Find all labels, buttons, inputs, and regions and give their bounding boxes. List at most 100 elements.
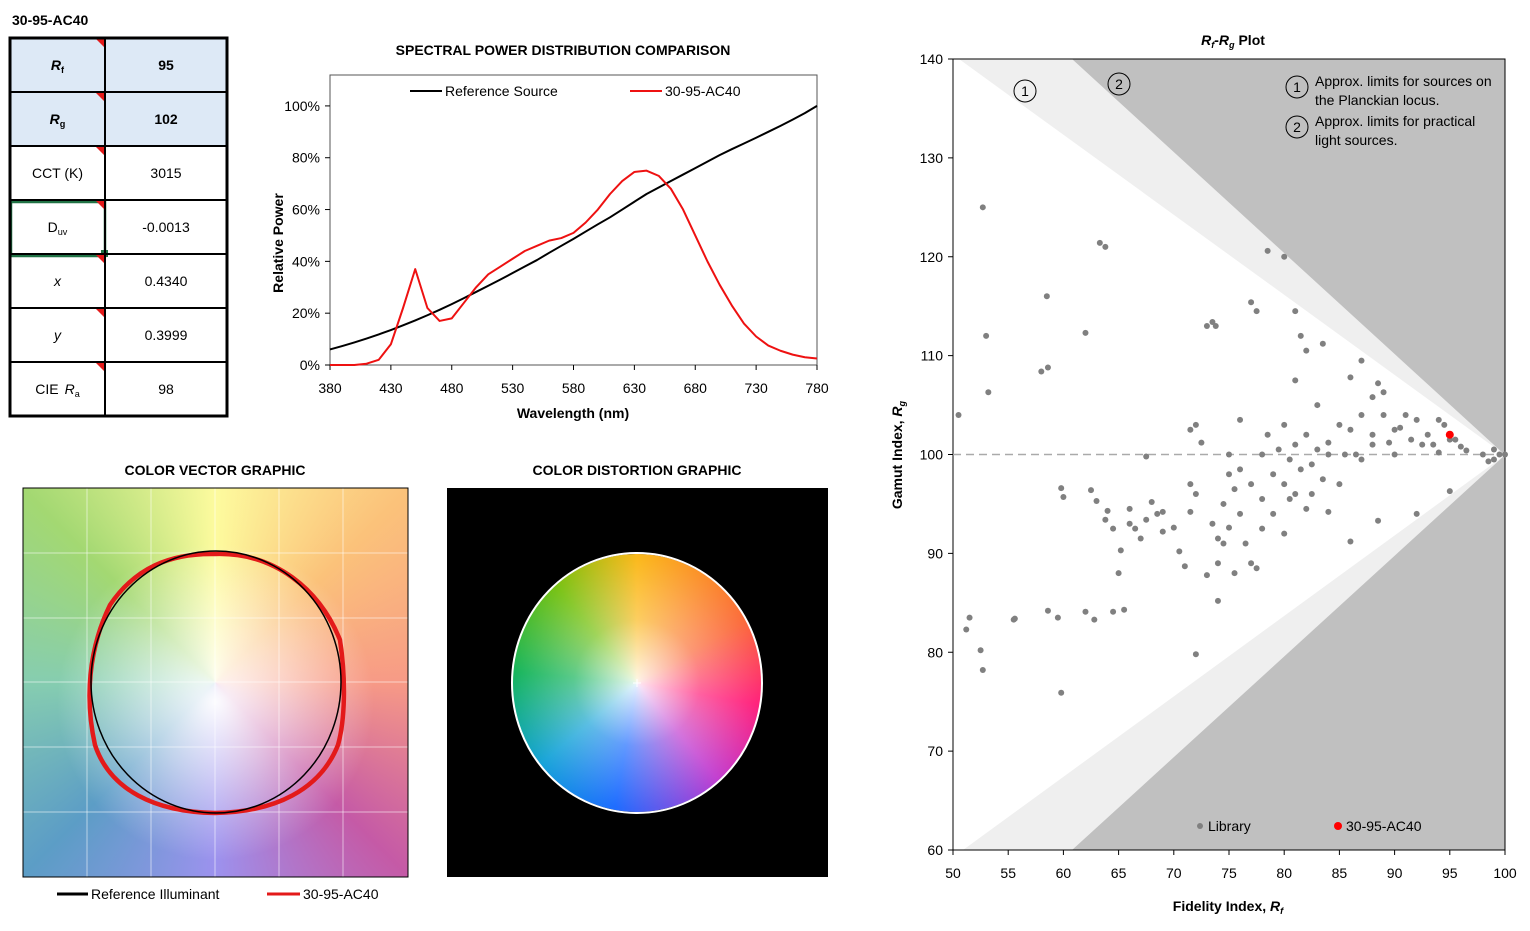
point xyxy=(1093,497,1100,504)
region-marker xyxy=(1013,79,1037,103)
title-part: g xyxy=(1228,40,1235,50)
title-part: R xyxy=(1201,32,1212,48)
y-axis-label: Gamut Index, Rg xyxy=(889,400,907,509)
point xyxy=(1264,247,1271,254)
point xyxy=(1303,347,1310,354)
point xyxy=(1096,239,1103,246)
point xyxy=(1292,308,1299,315)
row-label: y xyxy=(53,327,62,343)
point xyxy=(1214,535,1221,542)
row-label: CIE Ra xyxy=(35,381,80,399)
point xyxy=(1192,421,1199,428)
y-tick-label: 90 xyxy=(927,545,943,561)
graphic-title: COLOR DISTORTION GRAPHIC xyxy=(533,462,742,478)
point xyxy=(1281,253,1288,260)
point xyxy=(1198,439,1205,446)
legend-label: 30-95-AC40 xyxy=(665,83,741,99)
region-marker xyxy=(1107,72,1131,96)
row-value: 0.4340 xyxy=(145,273,188,289)
point xyxy=(1259,495,1266,502)
y-tick-label: 80 xyxy=(927,644,943,660)
point xyxy=(1358,456,1365,463)
y-tick-label: 0% xyxy=(300,357,320,373)
planckian-limit-region xyxy=(959,59,1505,455)
label-part: y xyxy=(53,327,62,343)
point xyxy=(1104,507,1111,514)
annotation-text: light sources. xyxy=(1315,132,1397,148)
title-part: - xyxy=(1214,32,1219,48)
point xyxy=(1336,421,1343,428)
point xyxy=(1044,607,1051,614)
point xyxy=(1386,439,1393,446)
point xyxy=(1457,443,1464,450)
row-value: 3015 xyxy=(150,165,181,181)
point xyxy=(1214,597,1221,604)
row-value: -0.0013 xyxy=(142,219,190,235)
point xyxy=(1402,411,1409,418)
point xyxy=(1226,471,1232,478)
annotation-number: 1 xyxy=(1293,79,1301,95)
point xyxy=(1181,563,1188,570)
vector-frame xyxy=(22,487,409,878)
point xyxy=(1226,451,1232,458)
point xyxy=(1248,560,1255,567)
point xyxy=(1143,453,1150,460)
y-tick-label: 130 xyxy=(920,150,944,166)
point xyxy=(1452,436,1459,443)
y-tick-label: 100 xyxy=(920,447,944,463)
point xyxy=(963,626,970,633)
point xyxy=(1212,322,1219,329)
label-part: Fidelity Index, xyxy=(1173,898,1270,914)
point xyxy=(1375,380,1382,387)
point xyxy=(1358,357,1365,364)
y-tick-label: 100% xyxy=(284,98,320,114)
plot-frame xyxy=(329,74,818,366)
series-line xyxy=(329,105,818,351)
point xyxy=(1397,424,1404,431)
label-part: R xyxy=(889,406,905,417)
annotation-marker xyxy=(1285,75,1309,99)
point xyxy=(1259,451,1266,458)
point xyxy=(1226,524,1232,531)
point xyxy=(1292,491,1299,498)
x-tick-label: 580 xyxy=(562,380,586,396)
point xyxy=(1248,299,1255,306)
vector-grid xyxy=(23,488,408,877)
point xyxy=(1082,329,1089,336)
y-tick-label: 60% xyxy=(292,202,320,218)
point xyxy=(1209,319,1216,326)
legend-label: Reference Source xyxy=(445,83,558,99)
x-tick-label: 65 xyxy=(1111,865,1127,881)
label-part: g xyxy=(897,400,907,407)
point xyxy=(1058,485,1065,492)
point xyxy=(1325,439,1332,446)
title-part: R xyxy=(1219,32,1230,48)
point xyxy=(1391,451,1398,458)
point xyxy=(1380,411,1387,418)
point xyxy=(1237,466,1244,473)
legend-label: Reference Illuminant xyxy=(91,886,220,902)
point xyxy=(1413,510,1420,517)
point xyxy=(1292,441,1299,448)
point xyxy=(1091,616,1098,623)
point xyxy=(1336,481,1343,488)
comment-indicator xyxy=(96,255,104,263)
x-tick-label: 630 xyxy=(623,380,647,396)
comment-indicator xyxy=(96,201,104,209)
row-label: Duv xyxy=(48,219,68,237)
annotation-text: Approx. limits for practical xyxy=(1315,113,1475,129)
annotation-number: 2 xyxy=(1293,119,1301,135)
point xyxy=(1043,293,1050,300)
title-part: f xyxy=(1211,40,1215,50)
row-label: Rf xyxy=(51,57,65,75)
point xyxy=(1176,548,1183,555)
point xyxy=(1192,651,1199,658)
x-axis-label: Fidelity Index, Rf xyxy=(1173,898,1284,916)
y-tick-label: 70 xyxy=(927,743,943,759)
label-part: f xyxy=(1280,906,1284,916)
point xyxy=(1220,540,1227,547)
point xyxy=(1154,510,1161,517)
y-axis-label: Relative Power xyxy=(270,193,286,293)
x-tick-label: 730 xyxy=(744,380,768,396)
